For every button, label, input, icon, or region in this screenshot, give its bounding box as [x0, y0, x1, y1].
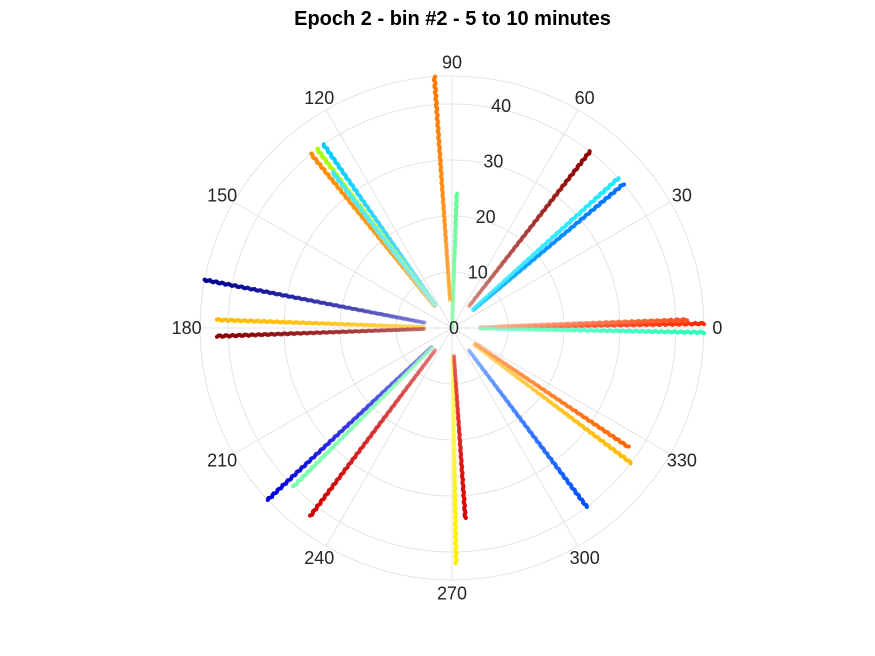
- tick-labels: 0 30 60 90 120 150 180 210 240 270 300 330 0 10 20 30 40: [172, 53, 723, 604]
- series-4: [470, 176, 621, 312]
- grid-spoke-5: [233, 201, 453, 329]
- grid-spoke-1: [451, 201, 671, 329]
- series-19-point: [463, 515, 468, 521]
- series-1: [477, 326, 707, 336]
- radial-tick-label: 0: [449, 318, 459, 338]
- series-5-point: [587, 149, 592, 154]
- series-15: [265, 345, 434, 503]
- angle-tick-label: 120: [304, 88, 334, 108]
- series-2-point: [684, 318, 690, 323]
- series-14-point: [214, 334, 220, 339]
- angle-tick-label: 30: [672, 185, 692, 205]
- grid-spoke-7: [233, 327, 453, 455]
- series-11: [331, 170, 438, 308]
- data-points: [202, 74, 707, 566]
- angle-tick-label: 300: [570, 548, 600, 568]
- angle-tick-label: 210: [207, 451, 237, 471]
- series-4-point: [616, 176, 621, 181]
- series-13: [214, 317, 427, 330]
- grid-spoke-4: [325, 109, 453, 329]
- grid-spoke-11: [451, 327, 671, 455]
- series-22: [473, 341, 631, 449]
- series-17-point: [307, 513, 313, 518]
- series-22-point: [626, 444, 631, 449]
- angle-tick-label: 60: [575, 88, 595, 108]
- chart-title: Epoch 2 - bin #2 - 5 to 10 minutes: [294, 8, 611, 30]
- angle-tick-label: 150: [207, 185, 237, 205]
- grid-spoke-2: [451, 109, 579, 329]
- radial-tick-label: 10: [468, 263, 488, 283]
- radial-tick-label: 20: [476, 207, 496, 227]
- series-2: [494, 317, 690, 329]
- series-9-point: [315, 146, 320, 151]
- series-12-point: [202, 277, 207, 282]
- angle-tick-label: 240: [304, 548, 334, 568]
- series-19: [451, 353, 468, 521]
- angle-tick-label: 330: [667, 451, 697, 471]
- angle-tick-label: 180: [172, 318, 202, 338]
- series-6-point: [455, 191, 460, 196]
- series-20: [466, 348, 589, 509]
- series-21-point: [628, 461, 633, 466]
- series-10-point: [309, 151, 314, 156]
- series-0-point: [701, 322, 707, 327]
- series-11-point: [331, 170, 336, 175]
- angle-tick-label: 270: [437, 583, 467, 603]
- angle-tick-label: 0: [712, 318, 722, 338]
- series-20-point: [584, 504, 589, 509]
- series-21: [472, 342, 633, 466]
- series-7-point: [433, 74, 438, 79]
- series-12: [202, 277, 427, 325]
- series-3-point: [621, 182, 627, 187]
- grid-spoke-8: [325, 327, 453, 547]
- series-14: [214, 326, 427, 339]
- series-6: [449, 191, 460, 331]
- series-1-point: [701, 331, 707, 336]
- series-5: [467, 149, 592, 309]
- series-18: [450, 353, 459, 566]
- angle-tick-label: 90: [442, 53, 462, 73]
- series-17: [307, 348, 438, 518]
- radial-tick-label: 40: [491, 96, 511, 116]
- radial-tick-label: 30: [483, 152, 503, 172]
- series-16-point: [291, 483, 296, 489]
- series-13-point: [214, 317, 220, 322]
- series-15-point: [265, 497, 270, 503]
- series-8-point: [321, 142, 326, 147]
- series-7: [431, 74, 453, 303]
- grid-spoke-10: [451, 327, 579, 547]
- series-8: [321, 142, 438, 308]
- series-16: [291, 345, 435, 489]
- series-18-point: [453, 561, 458, 566]
